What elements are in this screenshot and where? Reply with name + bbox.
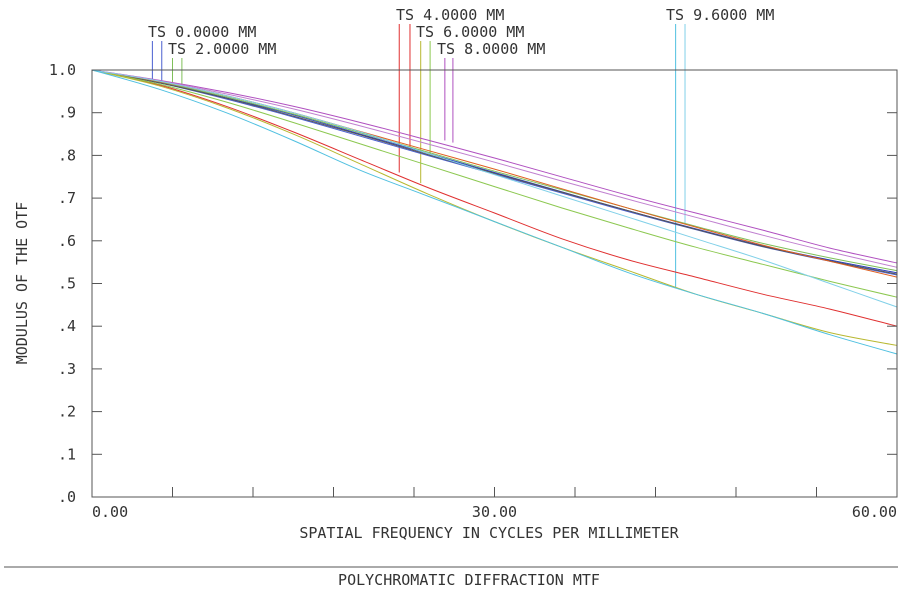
chart-title: POLYCHROMATIC DIFFRACTION MTF <box>338 571 600 589</box>
mtf-curve-4 <box>91 69 898 275</box>
x-tick-label-1: 30.00 <box>472 503 517 521</box>
y-tick-label-2: .2 <box>58 403 76 421</box>
mtf-curve-12 <box>91 69 898 355</box>
x-axis-label: SPATIAL FREQUENCY IN CYCLES PER MILLIMET… <box>299 524 679 542</box>
field-label-ts-9-6: TS 9.6000 MM <box>666 6 774 24</box>
mtf-curve-6 <box>91 69 898 327</box>
x-axis-ticks: 0.00 30.00 60.00 <box>91 487 898 521</box>
y-tick-label-6: .6 <box>58 232 76 250</box>
mtf-curve-8 <box>91 69 898 346</box>
x-tick-label-2: 60.00 <box>852 503 897 521</box>
y-tick-label-4: .4 <box>58 317 76 335</box>
field-label-ts-0: TS 0.0000 MM <box>148 23 256 41</box>
field-leader-lines <box>151 24 686 288</box>
mtf-curve-7 <box>91 69 898 298</box>
mtf-curve-11 <box>91 69 898 308</box>
y-tick-label-3: .3 <box>58 360 76 378</box>
y-tick-label-9: .9 <box>58 104 76 122</box>
field-labels: TS 0.0000 MM TS 2.0000 MM TS 4.0000 MM T… <box>148 6 774 58</box>
y-tick-label-7: .7 <box>58 189 76 207</box>
y-tick-label-10: 1.0 <box>49 61 76 79</box>
field-label-ts-8: TS 8.0000 MM <box>437 40 545 58</box>
field-label-ts-6: TS 6.0000 MM <box>416 23 524 41</box>
y-tick-label-8: .8 <box>58 146 76 164</box>
y-tick-label-1: .1 <box>58 445 76 463</box>
field-label-ts-4: TS 4.0000 MM <box>396 6 504 24</box>
plot-frame <box>91 69 898 498</box>
y-axis-label: MODULUS OF THE OTF <box>13 202 31 365</box>
mtf-curve-9 <box>91 69 898 264</box>
field-label-ts-2: TS 2.0000 MM <box>168 40 276 58</box>
y-axis-ticks: .0 .1 .2 .3 .4 .5 .6 .7 .8 .9 1.0 <box>49 61 897 506</box>
mtf-curve-10 <box>91 69 898 268</box>
y-tick-label-0: .0 <box>58 488 76 506</box>
x-tick-label-0: 0.00 <box>92 503 128 521</box>
mtf-curves <box>91 69 898 355</box>
y-tick-label-5: .5 <box>58 275 76 293</box>
mtf-curve-3 <box>91 69 898 272</box>
